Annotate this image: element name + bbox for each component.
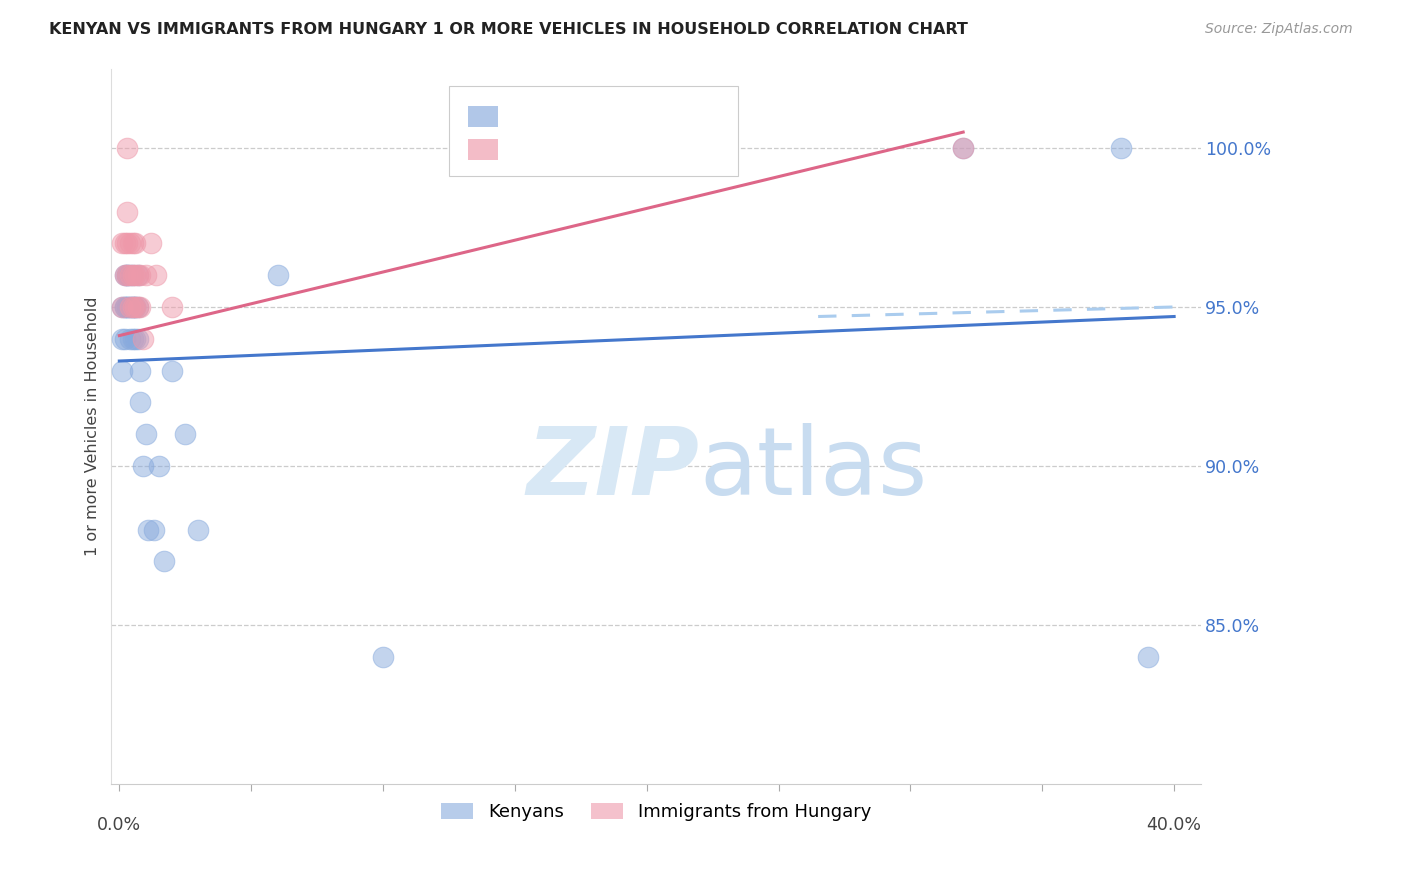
Legend: Kenyans, Immigrants from Hungary: Kenyans, Immigrants from Hungary — [433, 796, 879, 829]
Point — [127, 268, 149, 282]
Point — [1136, 649, 1159, 664]
Point — [136, 523, 159, 537]
Point — [139, 236, 162, 251]
Point — [121, 268, 143, 282]
Point — [115, 204, 138, 219]
Point — [121, 300, 143, 314]
Point — [127, 300, 149, 314]
Point — [115, 268, 138, 282]
Point — [121, 300, 143, 314]
Point — [115, 268, 138, 282]
Point — [132, 332, 155, 346]
Point — [124, 300, 146, 314]
Point — [153, 554, 176, 568]
Text: Source: ZipAtlas.com: Source: ZipAtlas.com — [1205, 22, 1353, 37]
Point — [145, 268, 167, 282]
Point — [121, 300, 143, 314]
Point — [124, 300, 146, 314]
Point — [118, 236, 141, 251]
Point — [129, 300, 152, 314]
FancyBboxPatch shape — [449, 87, 738, 176]
Point — [371, 649, 394, 664]
Point — [148, 458, 170, 473]
Point — [135, 268, 157, 282]
Point — [114, 300, 136, 314]
Text: 40.0%: 40.0% — [1147, 815, 1202, 834]
Y-axis label: 1 or more Vehicles in Household: 1 or more Vehicles in Household — [86, 296, 100, 556]
Point — [114, 268, 136, 282]
Point — [111, 300, 134, 314]
Point — [118, 332, 141, 346]
Point — [135, 427, 157, 442]
Point — [127, 332, 149, 346]
Point — [124, 300, 146, 314]
Point — [111, 236, 134, 251]
Point — [115, 141, 138, 155]
Point — [160, 300, 183, 314]
Point — [132, 458, 155, 473]
Point — [187, 523, 209, 537]
Point — [124, 332, 146, 346]
Text: R = 0.052: R = 0.052 — [512, 106, 602, 124]
Point — [127, 300, 149, 314]
Point — [129, 363, 152, 377]
Point — [118, 300, 141, 314]
Point — [174, 427, 197, 442]
Point — [111, 332, 134, 346]
Text: 0.0%: 0.0% — [97, 815, 142, 834]
Point — [114, 268, 136, 282]
Point — [115, 300, 138, 314]
Point — [114, 236, 136, 251]
Point — [121, 268, 143, 282]
Text: N = 27: N = 27 — [645, 140, 709, 158]
FancyBboxPatch shape — [468, 138, 498, 160]
Text: N = 41: N = 41 — [645, 106, 709, 124]
Text: KENYAN VS IMMIGRANTS FROM HUNGARY 1 OR MORE VEHICLES IN HOUSEHOLD CORRELATION CH: KENYAN VS IMMIGRANTS FROM HUNGARY 1 OR M… — [49, 22, 969, 37]
Text: ZIP: ZIP — [527, 423, 700, 515]
Text: R = 0.426: R = 0.426 — [512, 140, 602, 158]
Point — [124, 236, 146, 251]
Point — [111, 363, 134, 377]
Point — [124, 268, 146, 282]
Point — [118, 300, 141, 314]
Point — [114, 332, 136, 346]
Point — [266, 268, 288, 282]
Point — [129, 395, 152, 409]
Point — [952, 141, 974, 155]
Point — [115, 268, 138, 282]
Point — [111, 300, 134, 314]
Point — [127, 268, 149, 282]
Point — [1111, 141, 1133, 155]
Point — [114, 300, 136, 314]
Point — [118, 268, 141, 282]
Point — [952, 141, 974, 155]
Point — [115, 300, 138, 314]
Point — [121, 236, 143, 251]
Point — [142, 523, 165, 537]
Point — [121, 332, 143, 346]
Point — [115, 236, 138, 251]
Point — [118, 268, 141, 282]
Point — [118, 300, 141, 314]
Text: atlas: atlas — [700, 423, 928, 515]
Point — [160, 363, 183, 377]
Point — [129, 268, 152, 282]
FancyBboxPatch shape — [468, 106, 498, 128]
